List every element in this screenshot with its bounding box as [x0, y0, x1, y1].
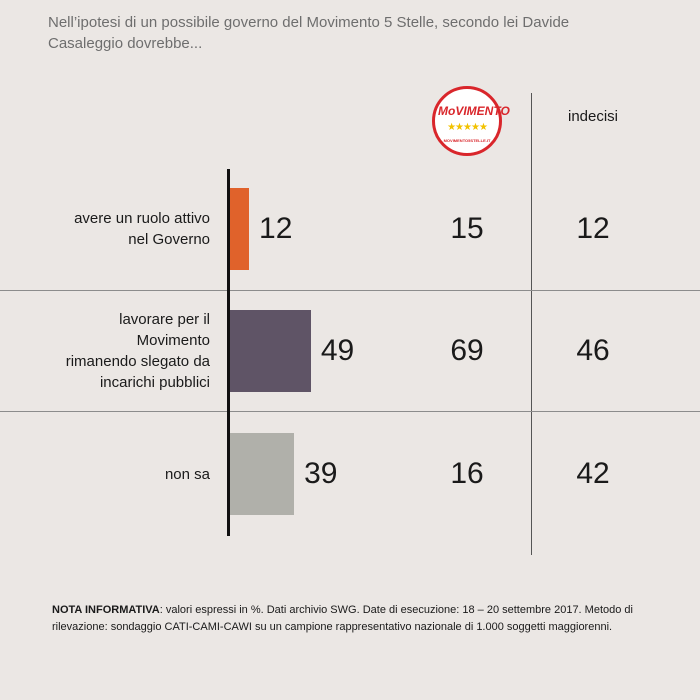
movimento-value: 16 — [450, 457, 484, 490]
undecided-value: 46 — [576, 334, 610, 367]
logo-wordmark: MoVIMENTO — [438, 104, 510, 118]
bar-axis-line — [227, 169, 230, 536]
bar — [229, 433, 295, 515]
row-divider — [0, 411, 700, 412]
column-separator — [531, 93, 532, 555]
category-label: avere un ruolo attivo nel Governo — [74, 210, 210, 248]
footnote-label: NOTA INFORMATIVA — [52, 604, 160, 616]
undecided-column-header: indecisi — [567, 108, 619, 125]
bar-value-label: 12 — [259, 212, 293, 245]
footnote-text: : valori espressi in %. Dati archivio SW… — [52, 604, 633, 633]
category-label: lavorare per il Movimento rimanendo slegat… — [65, 311, 210, 391]
undecided-value: 12 — [576, 212, 610, 245]
bar — [229, 188, 250, 270]
row-divider — [0, 290, 700, 291]
chart-title: Nell’ipotesi di un possibile governo del… — [48, 14, 570, 52]
movimento-5-stelle-logo: MoVIMENTO ★★★★★ MOVIMENTO5STELLE.IT — [432, 86, 510, 156]
footnote: NOTA INFORMATIVA: valori espressi in %. … — [52, 602, 662, 636]
movimento-value: 15 — [450, 212, 484, 245]
bar-value-label: 49 — [320, 334, 355, 367]
logo-caption: MOVIMENTO5STELLE.IT — [443, 138, 491, 143]
logo-stars-icon: ★★★★★ — [447, 122, 488, 133]
category-label: non sa — [164, 465, 210, 483]
bar — [229, 310, 311, 392]
undecided-value: 42 — [576, 457, 610, 490]
movimento-value: 69 — [450, 334, 484, 367]
bar-value-label: 39 — [304, 457, 338, 490]
